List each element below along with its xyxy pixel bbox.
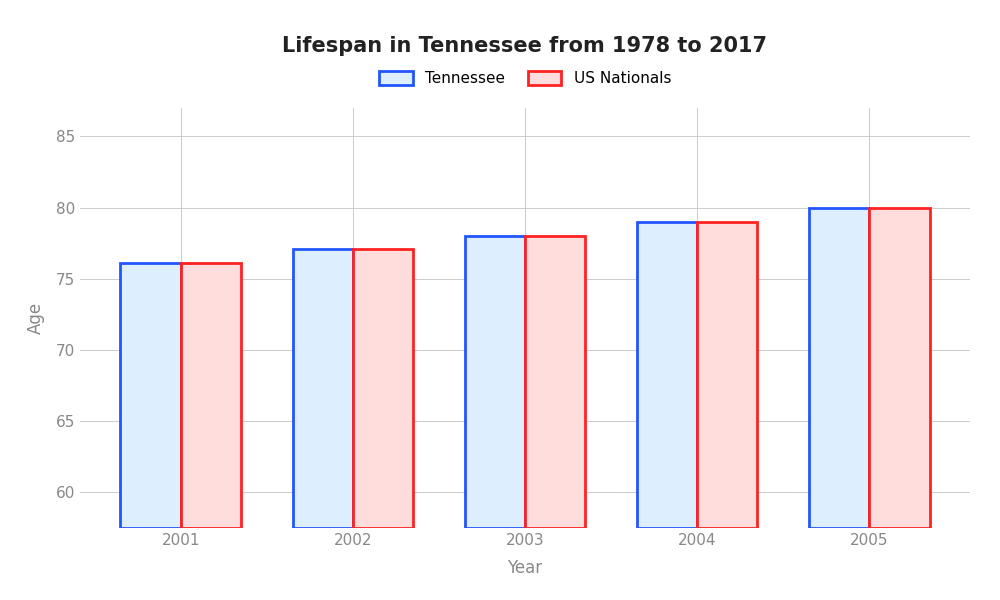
Bar xyxy=(353,249,413,528)
Title: Lifespan in Tennessee from 1978 to 2017: Lifespan in Tennessee from 1978 to 2017 xyxy=(283,37,768,56)
Bar xyxy=(293,249,353,528)
Bar xyxy=(120,263,181,528)
Legend: Tennessee, US Nationals: Tennessee, US Nationals xyxy=(373,65,677,92)
Bar xyxy=(465,236,525,528)
Y-axis label: Age: Age xyxy=(27,302,45,334)
Bar xyxy=(869,208,930,528)
Bar xyxy=(181,263,241,528)
Bar xyxy=(525,236,585,528)
Bar xyxy=(637,222,697,528)
Bar xyxy=(809,208,869,528)
Bar xyxy=(697,222,757,528)
X-axis label: Year: Year xyxy=(507,559,543,577)
